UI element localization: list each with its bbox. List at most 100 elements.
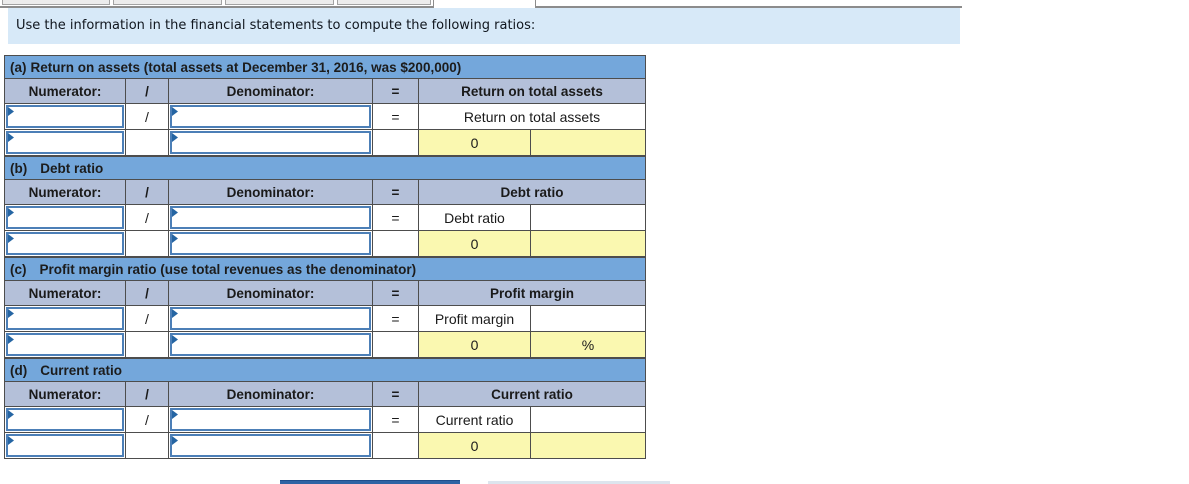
- section-b-header: (b) Debt ratio: [3, 155, 647, 180]
- section-d-input-row-2: 0: [4, 432, 647, 459]
- slash-cell: /: [125, 305, 169, 332]
- numerator-input-cell: [4, 204, 126, 231]
- empty-cell: [372, 432, 419, 459]
- result-suffix: [529, 230, 647, 258]
- empty-cell: [125, 331, 169, 359]
- section-a-header: (a) Return on assets (total assets at Dec…: [3, 55, 647, 79]
- result-suffix: [529, 129, 647, 157]
- numerator-input-cell: [4, 230, 126, 258]
- result-suffix: %: [529, 331, 647, 359]
- empty-cell: [125, 129, 169, 157]
- numerator-input-cell: [4, 406, 126, 433]
- section-a-prefix: (a): [10, 59, 27, 75]
- section-c-column-header-row: Numerator: / Denominator: = Profit margi…: [4, 280, 647, 306]
- empty-cell: [529, 204, 647, 231]
- cell-marker-icon: [8, 410, 14, 419]
- cell-marker-icon: [8, 335, 14, 344]
- denominator-input-cell: [168, 406, 373, 433]
- bottom-secondary-button[interactable]: [488, 481, 670, 484]
- slash-cell: /: [125, 103, 169, 130]
- denominator-header: Denominator:: [168, 381, 373, 407]
- numerator-input-cell: [4, 432, 126, 459]
- numerator-input[interactable]: [6, 232, 124, 255]
- section-d-column-header-row: Numerator: / Denominator: = Current rati…: [4, 381, 647, 407]
- cell-marker-icon: [172, 107, 178, 116]
- empty-cell: [529, 406, 647, 433]
- result-header: Profit margin: [417, 280, 647, 306]
- slash-header: /: [125, 179, 169, 205]
- worksheet-tab-4[interactable]: [337, 0, 431, 5]
- denominator-input[interactable]: [170, 206, 371, 229]
- slash-header: /: [125, 78, 169, 104]
- denominator-input[interactable]: [170, 105, 371, 128]
- empty-cell: [372, 129, 419, 157]
- numerator-input[interactable]: [6, 105, 124, 128]
- numerator-input[interactable]: [6, 408, 124, 431]
- equals-header: =: [372, 179, 419, 205]
- ratio-worksheet-table: (a) Return on assets (total assets at Dec…: [3, 55, 647, 459]
- result-header: Debt ratio: [417, 179, 647, 205]
- denominator-input[interactable]: [170, 131, 371, 154]
- section-d-title: Current ratio: [40, 362, 123, 378]
- section-a-input-row-2: 0: [4, 129, 647, 157]
- cell-marker-icon: [8, 208, 14, 217]
- section-d-header-row: (d) Current ratio: [3, 357, 647, 382]
- section-c-prefix: (c): [10, 261, 27, 277]
- denominator-input[interactable]: [170, 307, 371, 330]
- result-label: Profit margin: [418, 305, 531, 332]
- instruction-banner: Use the information in the financial sta…: [8, 8, 960, 44]
- section-c-input-row-2: 0 %: [4, 331, 647, 359]
- numerator-header: Numerator:: [4, 78, 126, 104]
- worksheet-tab-1[interactable]: [2, 0, 110, 5]
- cell-marker-icon: [172, 133, 178, 142]
- cell-marker-icon: [172, 436, 178, 445]
- section-c-header: (c) Profit margin ratio (use total revenu…: [3, 256, 647, 281]
- numerator-input[interactable]: [6, 307, 124, 330]
- numerator-input-cell: [4, 103, 126, 130]
- section-d-header: (d) Current ratio: [3, 357, 647, 382]
- section-d-prefix: (d): [10, 362, 28, 378]
- slash-cell: /: [125, 204, 169, 231]
- worksheet-tab-3[interactable]: [225, 0, 334, 5]
- denominator-input[interactable]: [170, 408, 371, 431]
- denominator-input-cell: [168, 432, 373, 459]
- result-label: Return on total assets: [417, 103, 647, 130]
- denominator-header: Denominator:: [168, 280, 373, 306]
- equals-header: =: [372, 381, 419, 407]
- numerator-input[interactable]: [6, 434, 124, 457]
- result-value: 0: [418, 129, 531, 157]
- numerator-input-cell: [4, 305, 126, 332]
- denominator-input[interactable]: [170, 434, 371, 457]
- denominator-input[interactable]: [170, 232, 371, 255]
- empty-cell: [529, 305, 647, 332]
- numerator-input-cell: [4, 129, 126, 157]
- numerator-input[interactable]: [6, 131, 124, 154]
- denominator-input-cell: [168, 331, 373, 359]
- result-value: 0: [418, 331, 531, 359]
- denominator-input-cell: [168, 305, 373, 332]
- denominator-input-cell: [168, 103, 373, 130]
- equals-cell: =: [372, 406, 419, 433]
- section-c-title: Profit margin ratio (use total revenues …: [39, 261, 417, 277]
- result-suffix: [529, 432, 647, 459]
- cell-marker-icon: [172, 335, 178, 344]
- bottom-primary-button[interactable]: [280, 480, 460, 484]
- cell-marker-icon: [172, 309, 178, 318]
- section-c-input-row-1: / = Profit margin: [4, 305, 647, 332]
- cell-marker-icon: [8, 309, 14, 318]
- worksheet-tab-active[interactable]: [433, 0, 536, 8]
- section-b-input-row-2: 0: [4, 230, 647, 258]
- cell-marker-icon: [8, 133, 14, 142]
- denominator-input-cell: [168, 204, 373, 231]
- numerator-input[interactable]: [6, 206, 124, 229]
- section-b-input-row-1: / = Debt ratio: [4, 204, 647, 231]
- section-b-header-row: (b) Debt ratio: [3, 155, 647, 180]
- section-a-column-header-row: Numerator: / Denominator: = Return on to…: [4, 78, 647, 104]
- slash-header: /: [125, 280, 169, 306]
- denominator-input[interactable]: [170, 333, 371, 356]
- numerator-header: Numerator:: [4, 381, 126, 407]
- worksheet-tab-2[interactable]: [113, 0, 222, 5]
- section-b-title: Debt ratio: [40, 160, 104, 176]
- denominator-input-cell: [168, 230, 373, 258]
- numerator-input[interactable]: [6, 333, 124, 356]
